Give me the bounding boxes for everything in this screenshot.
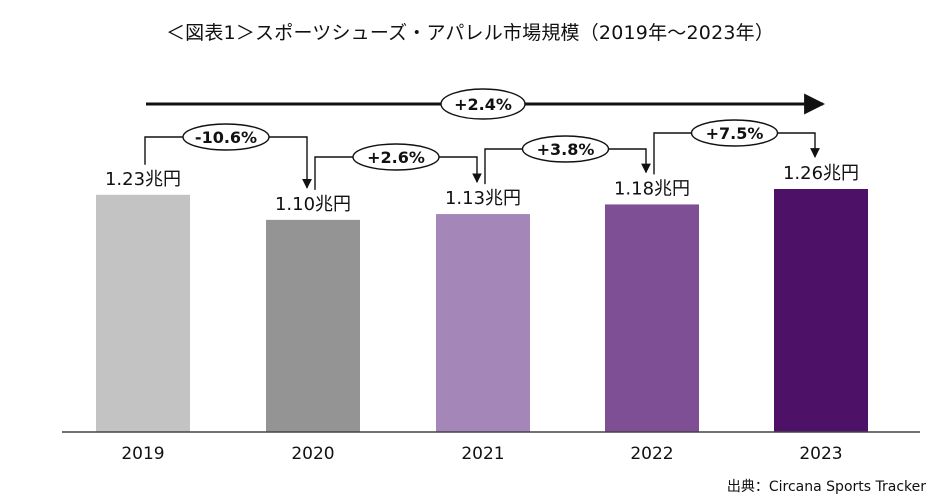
- value-label-2019: 1.23兆円: [105, 169, 181, 190]
- overall-growth-group: +2.4%: [146, 88, 826, 120]
- overall-growth-badge: [440, 88, 526, 120]
- chart-title: ＜図表1＞スポーツシューズ・アパレル市場規模（2019年～2023年）: [165, 22, 775, 44]
- x-tick-label-2022: 2022: [630, 444, 673, 464]
- bar-2019: [96, 194, 190, 432]
- value-label-2020: 1.10兆円: [275, 194, 351, 215]
- value-label-2021: 1.13兆円: [445, 188, 521, 209]
- growth-connectors-group: -10.6% +2.6% +3.8% +7.5%: [144, 119, 820, 190]
- growth-label-2: +2.6%: [367, 148, 425, 167]
- growth-label-3: +3.8%: [537, 140, 595, 159]
- x-tick-label-2023: 2023: [799, 444, 842, 464]
- x-tick-label-2020: 2020: [291, 444, 334, 464]
- growth-badge-3: [521, 135, 610, 163]
- bar-2020: [266, 219, 360, 432]
- x-tick-label-2019: 2019: [121, 444, 164, 464]
- value-label-2022: 1.18兆円: [614, 178, 690, 199]
- growth-badge-2: [352, 143, 440, 171]
- bar-2022: [605, 204, 699, 432]
- growth-badge-4: [690, 119, 779, 147]
- growth-label-1: -10.6%: [195, 128, 257, 147]
- overall-growth-label: +2.4%: [454, 95, 512, 114]
- labels-group: 1.23兆円 2019 1.10兆円 2020 1.13兆円 2021 1.18兆円 2022…: [105, 163, 859, 464]
- x-tick-label-2021: 2021: [461, 444, 504, 464]
- bars-group: [96, 189, 868, 432]
- source-note: 出典：Circana Sports Tracker: [726, 479, 926, 495]
- growth-badge-1: [182, 123, 270, 151]
- bar-2023: [774, 189, 868, 432]
- bar-2021: [436, 214, 530, 432]
- growth-label-4: +7.5%: [706, 124, 764, 143]
- value-label-2023: 1.26兆円: [783, 163, 859, 184]
